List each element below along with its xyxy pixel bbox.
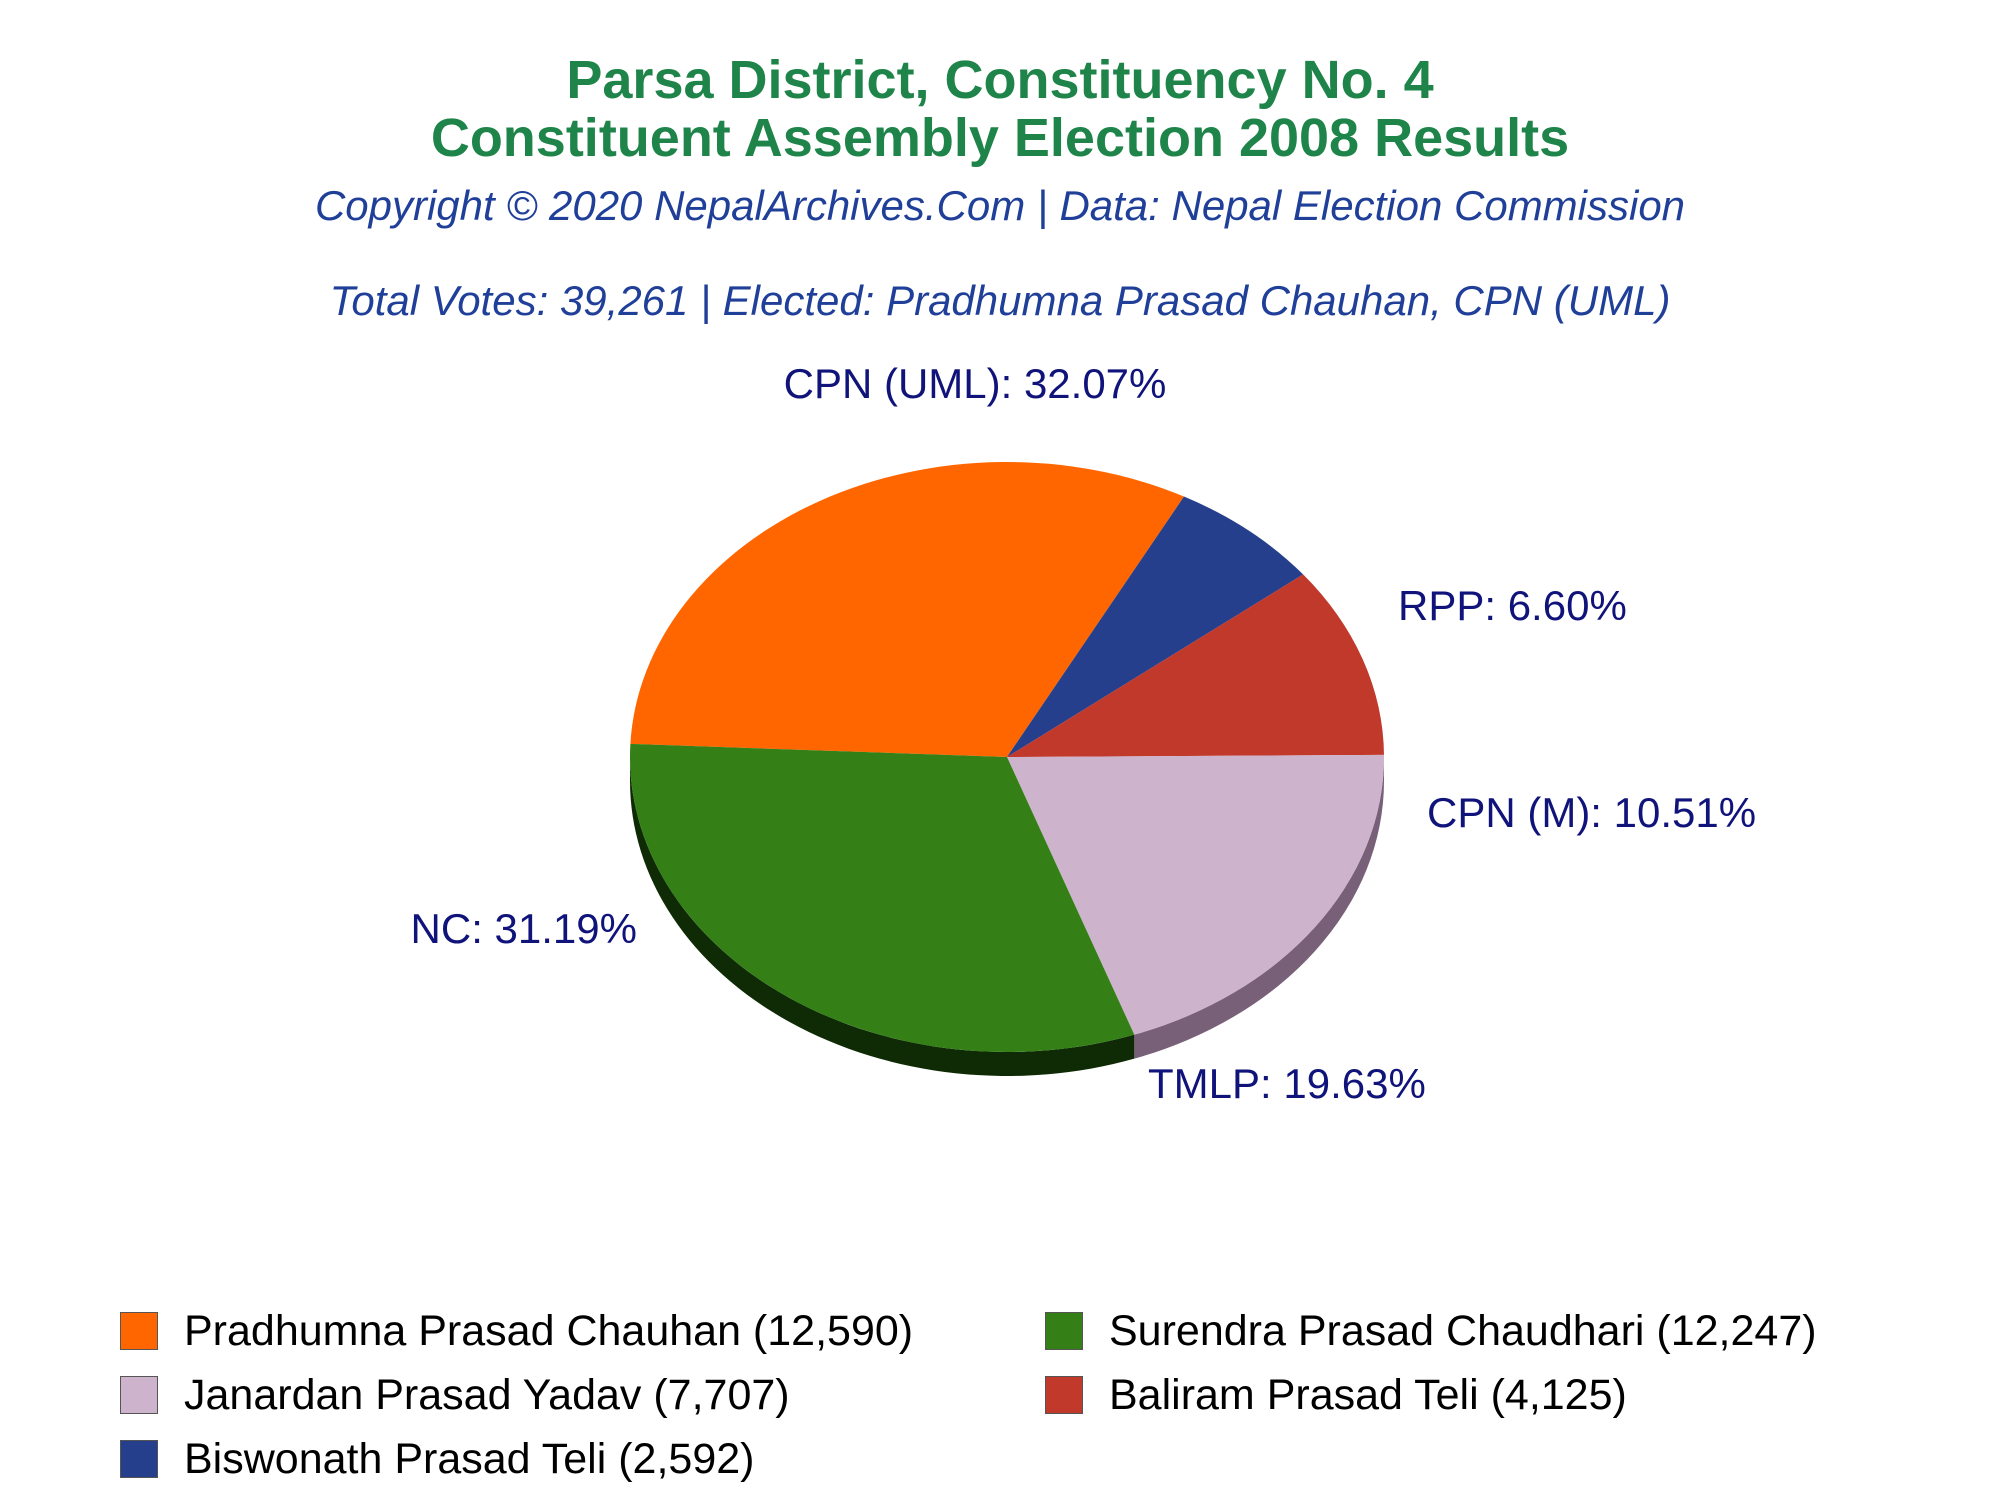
pie-slice-cpn-m (1007, 574, 1384, 757)
copyright-line: Copyright © 2020 NepalArchives.Com | Dat… (314, 182, 1686, 229)
slice-label: CPN (UML): 32.07% (784, 360, 1167, 407)
legend-label: Janardan Prasad Yadav (7,707) (184, 1370, 790, 1419)
legend-item: Biswonath Prasad Teli (2,592) (120, 1433, 1045, 1485)
legend-swatch (1045, 1376, 1083, 1414)
legend-swatch (120, 1376, 158, 1414)
legend-label: Surendra Prasad Chaudhari (12,247) (1109, 1306, 1817, 1355)
legend: Pradhumna Prasad Chauhan (12,590) Surendr… (120, 1305, 1845, 1485)
legend-item: Pradhumna Prasad Chauhan (12,590) (120, 1305, 1045, 1357)
pie-slice-rpp (1007, 496, 1304, 757)
legend-swatch (120, 1440, 158, 1478)
pie-side-walls (630, 757, 1384, 1076)
legend-label: Baliram Prasad Teli (4,125) (1109, 1370, 1627, 1419)
pie-slice-nc (630, 743, 1135, 1052)
legend-item: Surendra Prasad Chaudhari (12,247) (1045, 1305, 1845, 1357)
slice-label: NC: 31.19% (411, 905, 637, 952)
pie-slice-tmlp (1007, 754, 1384, 1035)
pie-side-4 (630, 757, 1135, 1076)
slice-label: TMLP: 19.63% (1148, 1060, 1426, 1107)
chart-title-line2: Constituent Assembly Election 2008 Resul… (430, 108, 1570, 168)
summary-line: Total Votes: 39,261 | Elected: Pradhumna… (329, 277, 1671, 324)
slice-label: RPP: 6.60% (1398, 582, 1627, 629)
legend-swatch (120, 1312, 158, 1350)
legend-label: Biswonath Prasad Teli (2,592) (184, 1434, 755, 1483)
legend-swatch (1045, 1312, 1083, 1350)
chart-title-line1: Parsa District, Constituency No. 4 (566, 50, 1434, 110)
pie-slice-cpn-uml (630, 462, 1184, 757)
legend-item: Baliram Prasad Teli (4,125) (1045, 1369, 1845, 1421)
legend-label: Pradhumna Prasad Chauhan (12,590) (184, 1306, 914, 1355)
legend-item: Janardan Prasad Yadav (7,707) (120, 1369, 1045, 1421)
pie-side-3 (1134, 757, 1384, 1059)
slice-label: CPN (M): 10.51% (1427, 789, 1756, 836)
